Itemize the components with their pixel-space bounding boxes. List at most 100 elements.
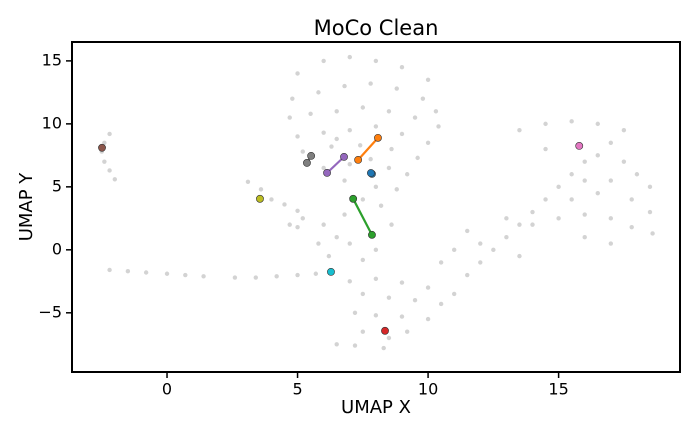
background-point (517, 222, 522, 227)
background-point (360, 105, 366, 110)
background-point (399, 64, 405, 70)
background-point (465, 228, 470, 234)
background-point (451, 291, 457, 297)
background-point (245, 179, 251, 185)
background-point (608, 241, 614, 246)
background-point (595, 121, 600, 127)
background-point (404, 172, 410, 177)
background-point (399, 280, 405, 285)
background-point (143, 270, 149, 275)
background-point (183, 272, 188, 278)
background-point (517, 253, 522, 259)
background-point (650, 231, 655, 236)
point (349, 194, 358, 203)
background-point (321, 58, 326, 64)
background-point (569, 197, 574, 202)
background-point (258, 187, 264, 192)
background-point (608, 140, 614, 145)
background-point (373, 313, 379, 318)
background-point (295, 272, 300, 278)
background-point (360, 329, 366, 334)
background-point (595, 190, 600, 196)
background-point (347, 279, 352, 284)
background-point (530, 209, 535, 215)
background-point (326, 253, 332, 259)
background-point (287, 115, 292, 120)
background-point (313, 271, 319, 276)
point (368, 230, 376, 239)
background-point (425, 77, 431, 82)
background-point (451, 247, 457, 253)
x-tick-label: 15 (548, 380, 568, 399)
background-point (582, 235, 587, 240)
y-tick-label: 0 (52, 239, 62, 258)
background-point (316, 90, 321, 95)
background-point (102, 159, 107, 164)
background-point (300, 149, 305, 154)
point (303, 159, 311, 167)
point (98, 143, 106, 152)
background-point (415, 155, 420, 161)
background-point (543, 197, 548, 202)
background-point (517, 127, 522, 133)
background-point (373, 124, 379, 129)
background-point (334, 235, 339, 240)
background-point (438, 260, 444, 265)
background-point (530, 222, 535, 227)
background-point (595, 153, 600, 158)
background-point (112, 177, 118, 182)
background-point (412, 115, 418, 120)
background-point (373, 58, 379, 64)
background-point (621, 127, 627, 133)
point (354, 155, 363, 164)
background-point (436, 124, 441, 129)
background-point (478, 241, 483, 246)
background-point (556, 184, 561, 190)
background-point (378, 203, 384, 208)
background-point (321, 165, 326, 171)
background-point (107, 267, 112, 273)
y-tick-label: 5 (52, 176, 62, 195)
background-point (107, 131, 112, 137)
background-point (425, 140, 431, 145)
background-point (634, 172, 640, 177)
background-point (316, 241, 321, 246)
background-point (334, 109, 339, 114)
background-point (478, 260, 483, 265)
background-point (164, 271, 170, 276)
background-point (399, 314, 405, 319)
background-point (347, 54, 352, 60)
point (323, 168, 331, 177)
background-point (504, 216, 509, 221)
background-point (102, 140, 107, 145)
plot-frame (71, 41, 681, 373)
background-point (321, 130, 326, 135)
background-point (347, 241, 352, 246)
x-tick-label: 0 (162, 380, 172, 399)
background-point (438, 301, 444, 307)
background-point (543, 121, 548, 127)
point (327, 267, 335, 276)
background-point (556, 216, 561, 221)
chart-title: MoCo Clean (314, 16, 439, 40)
background-point (582, 159, 587, 164)
background-point (425, 285, 431, 290)
background-point (287, 222, 292, 227)
background-point (360, 257, 366, 263)
x-tick-label: 10 (418, 380, 438, 399)
background-point (232, 275, 238, 280)
background-point (394, 187, 399, 192)
background-point (329, 144, 334, 149)
background-point (282, 202, 287, 207)
background-point (295, 208, 300, 213)
background-point (347, 127, 352, 133)
background-point (253, 275, 258, 280)
background-point (201, 274, 206, 279)
background-point (269, 197, 274, 202)
pair-line (352, 198, 373, 236)
background-point (629, 197, 634, 202)
background-point (368, 156, 373, 162)
background-point (290, 96, 295, 101)
background-point (647, 209, 653, 215)
